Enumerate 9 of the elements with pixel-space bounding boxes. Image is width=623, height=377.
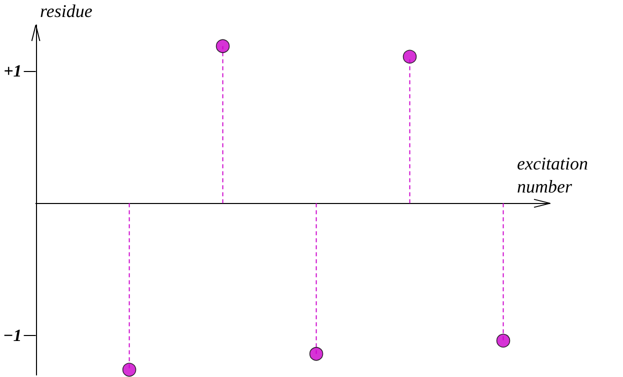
point xyxy=(496,334,510,348)
y-tick-label: −1 xyxy=(2,326,22,345)
point xyxy=(122,362,136,377)
y-tick-label: +1 xyxy=(4,62,22,81)
point xyxy=(309,346,324,361)
x-axis-title: excitation number xyxy=(517,154,592,196)
point xyxy=(216,39,230,54)
point xyxy=(402,50,417,64)
y-axis-title: residue xyxy=(40,1,92,21)
